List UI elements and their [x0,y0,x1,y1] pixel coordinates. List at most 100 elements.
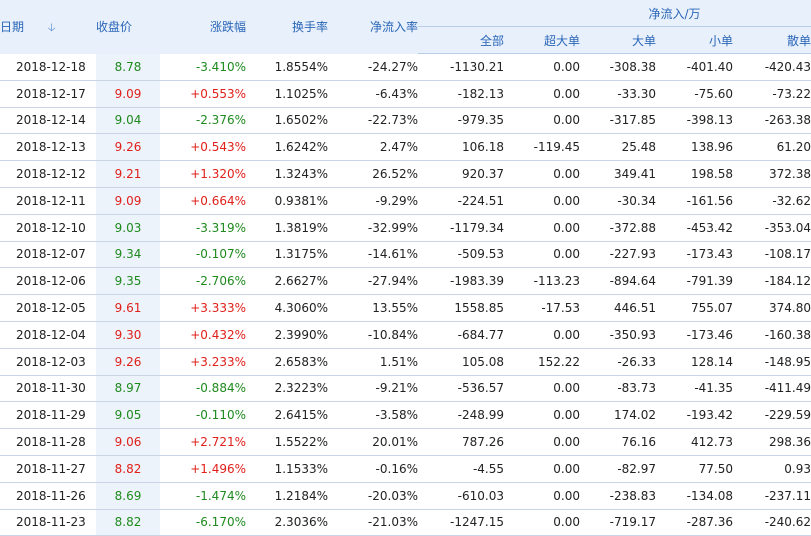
cell-all: -248.99 [418,401,504,430]
cell-all: -224.51 [418,187,504,215]
cell-change: +2.721% [160,428,246,456]
cell-date: 2018-12-05 [0,294,96,322]
cell-net-rate: -24.27% [328,53,418,81]
table-row[interactable]: 2018-12-04 9.30 +0.432% 2.3990% -10.84% -684.… [0,321,811,349]
table-row[interactable]: 2018-11-23 8.82 -6.170% 2.3036% -21.03% -1247… [0,509,811,536]
column-header-super[interactable]: 超大单 [504,26,580,54]
cell-close: 9.09 [96,80,160,108]
cell-turnover: 1.2184% [246,482,328,510]
cell-small: 138.96 [656,133,733,162]
column-header-date[interactable]: 日期 🡣 [0,0,96,54]
table-row[interactable]: 2018-12-17 9.09 +0.553% 1.1025% -6.43% -182.1… [0,80,811,108]
table-row[interactable]: 2018-12-14 9.04 -2.376% 1.6502% -22.73% -979.… [0,107,811,135]
cell-super: 152.22 [504,348,580,376]
cell-retail: -240.62 [733,509,811,536]
table-row[interactable]: 2018-11-27 8.82 +1.496% 1.1533% -0.16% -4.55 0… [0,455,811,483]
sort-down-arrow-icon[interactable]: 🡣 [47,21,56,34]
cell-big: -82.97 [580,455,656,483]
cell-turnover: 1.1025% [246,80,328,108]
cell-retail: -353.04 [733,214,811,242]
cell-big: -238.83 [580,482,656,510]
table-row[interactable]: 2018-11-26 8.69 -1.474% 1.2184% -20.03% -610.… [0,482,811,510]
table-body: 2018-12-18 8.78 -3.410% 1.8554% -24.27% -1130… [0,53,811,536]
cell-change: +3.333% [160,294,246,322]
table-row[interactable]: 2018-11-29 9.05 -0.110% 2.6415% -3.58% -248.9… [0,401,811,430]
cell-date: 2018-11-30 [0,375,96,403]
cell-net-rate: -9.21% [328,375,418,403]
table-row[interactable]: 2018-12-03 9.26 +3.233% 2.6583% 1.51% 105.08 1… [0,348,811,376]
table-row[interactable]: 2018-12-10 9.03 -3.319% 1.3819% -32.99% -1179… [0,214,811,242]
cell-date: 2018-12-13 [0,133,96,162]
column-header-close[interactable]: 收盘价 [96,0,160,54]
column-header-all[interactable]: 全部 [418,26,504,54]
cell-all: -536.57 [418,375,504,403]
cell-big: -317.85 [580,107,656,135]
cell-net-rate: -10.84% [328,321,418,349]
cell-small: -161.56 [656,187,733,215]
cell-change: -1.474% [160,482,246,510]
cell-close: 8.97 [96,375,160,403]
cell-retail: -237.11 [733,482,811,510]
cell-close: 8.78 [96,53,160,81]
cell-change: -3.319% [160,214,246,242]
cell-net-rate: -27.94% [328,267,418,296]
cell-super: 0.00 [504,241,580,269]
table-row[interactable]: 2018-12-06 9.35 -2.706% 2.6627% -27.94% -1983… [0,267,811,296]
cell-turnover: 1.3175% [246,241,328,269]
cell-turnover: 1.3819% [246,214,328,242]
table-row[interactable]: 2018-12-05 9.61 +3.333% 4.3060% 13.55% 1558.8… [0,294,811,322]
cell-date: 2018-12-07 [0,241,96,269]
cell-small: -75.60 [656,80,733,108]
table-row[interactable]: 2018-12-11 9.09 +0.664% 0.9381% -9.29% -224.5… [0,187,811,215]
table-row[interactable]: 2018-11-28 9.06 +2.721% 1.5522% 20.01% 787.26… [0,428,811,456]
column-header-small[interactable]: 小单 [656,26,733,54]
cell-close: 9.06 [96,428,160,456]
cell-small: -401.40 [656,53,733,81]
cell-close: 9.04 [96,107,160,135]
table-row[interactable]: 2018-12-13 9.26 +0.543% 1.6242% 2.47% 106.18-… [0,133,811,162]
cell-big: -372.88 [580,214,656,242]
cell-net-rate: 13.55% [328,294,418,322]
column-header-net-rate[interactable]: 净流入率 [328,0,418,54]
cell-big: -894.64 [580,267,656,296]
cell-change: -0.884% [160,375,246,403]
cell-net-rate: -3.58% [328,401,418,430]
cell-turnover: 1.5522% [246,428,328,456]
column-header-turnover[interactable]: 换手率 [246,0,328,54]
cell-big: 446.51 [580,294,656,322]
date-header-label: 日期 [0,20,25,34]
cell-big: 76.16 [580,428,656,456]
cell-change: +0.553% [160,80,246,108]
cell-close: 9.30 [96,321,160,349]
cell-big: 174.02 [580,401,656,430]
table-row[interactable]: 2018-12-07 9.34 -0.107% 1.3175% -14.61% -509.… [0,241,811,269]
column-header-change[interactable]: 涨跌幅 [160,0,246,54]
cell-change: -0.110% [160,401,246,430]
cell-change: +1.320% [160,160,246,188]
cell-all: 920.37 [418,160,504,188]
cell-net-rate: 1.51% [328,348,418,376]
table-row[interactable]: 2018-12-18 8.78 -3.410% 1.8554% -24.27% -1130… [0,53,811,81]
cell-turnover: 1.1533% [246,455,328,483]
table-row[interactable]: 2018-11-30 8.97 -0.884% 2.3223% -9.21% -536.5… [0,375,811,403]
cell-turnover: 2.3223% [246,375,328,403]
cell-small: -134.08 [656,482,733,510]
cell-all: -1130.21 [418,53,504,81]
cell-super: -17.53 [504,294,580,322]
table-header: 日期 🡣 收盘价 涨跌幅 换手率 净流入率 净流入/万 全部 超大单 大单 小单… [0,0,811,54]
cell-small: -173.43 [656,241,733,269]
column-header-big[interactable]: 大单 [580,26,656,54]
cell-turnover: 1.6242% [246,133,328,162]
table-row[interactable]: 2018-12-12 9.21 +1.320% 1.3243% 26.52% 920.37… [0,160,811,188]
cell-net-rate: 20.01% [328,428,418,456]
cell-small: 755.07 [656,294,733,322]
cell-close: 9.03 [96,214,160,242]
cell-close: 9.34 [96,241,160,269]
cell-change: -0.107% [160,241,246,269]
cell-retail: -184.12 [733,267,811,296]
cell-close: 8.82 [96,455,160,483]
cell-turnover: 2.3990% [246,321,328,349]
column-header-retail[interactable]: 散单 [733,26,811,54]
cell-change: +0.543% [160,133,246,162]
